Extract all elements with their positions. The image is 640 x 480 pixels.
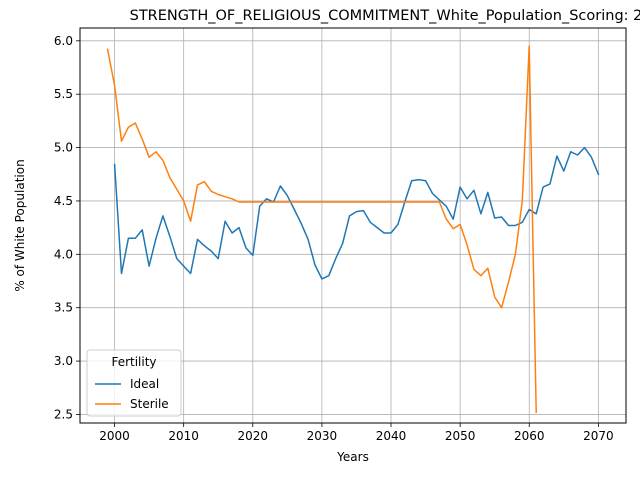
legend-label-ideal: Ideal	[130, 377, 159, 391]
x-tick-label: 2050	[445, 429, 476, 443]
y-tick-label: 4.0	[54, 247, 73, 261]
x-tick-label: 2010	[168, 429, 199, 443]
chart-title: STRENGTH_OF_RELIGIOUS_COMMITMENT_White_P…	[130, 8, 640, 24]
x-tick-label: 2000	[99, 429, 130, 443]
y-tick-label: 3.0	[54, 354, 73, 368]
plot-frame	[79, 27, 627, 424]
x-tick-label: 2020	[238, 429, 269, 443]
y-tick-label: 5.5	[54, 87, 73, 101]
x-tick-label: 2030	[307, 429, 338, 443]
y-tick-label: 3.5	[54, 301, 73, 315]
y-tick-label: 6.0	[54, 34, 73, 48]
y-tick-label: 5.0	[54, 141, 73, 155]
x-axis-label: Years	[336, 450, 369, 464]
ticks: 2000 2010 2020 2030 2040 2050 2060 2070 2.5 3.0 3.…	[54, 34, 614, 443]
x-tick-label: 2070	[583, 429, 614, 443]
legend: Fertility Ideal Sterile	[86, 349, 182, 417]
y-tick-label: 2.5	[54, 407, 73, 421]
x-tick-label: 2060	[514, 429, 545, 443]
series-line-sterile	[106, 45, 537, 414]
series-layer	[106, 45, 600, 414]
legend-box	[86, 349, 182, 417]
x-tick-label: 2040	[376, 429, 407, 443]
y-tick-label: 4.5	[54, 194, 73, 208]
legend-label-sterile: Sterile	[130, 397, 169, 411]
legend-title: Fertility	[111, 355, 156, 369]
series-line-ideal	[113, 146, 600, 280]
y-axis-label: % of White Population	[13, 159, 27, 291]
